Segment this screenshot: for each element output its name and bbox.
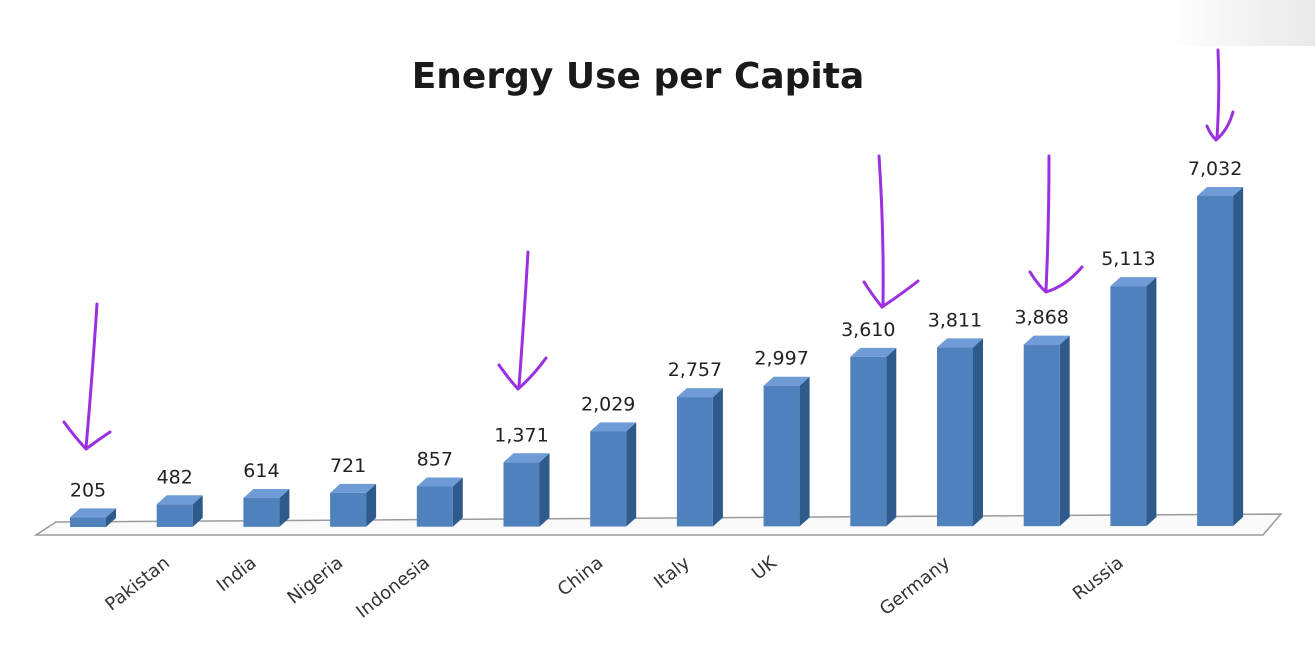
bar-front [937,347,973,527]
bar-front [243,498,280,527]
category-label: China [554,552,607,600]
data-label: 3,811 [928,309,982,331]
bar-front [330,492,367,527]
bar-side [106,508,116,527]
data-label: 205 [70,479,106,501]
bar [763,376,810,527]
bar [1023,335,1070,527]
category-label: Indonesia [352,552,434,622]
bar-side [712,388,723,527]
bar-front [70,517,106,527]
bar [676,388,723,527]
data-label: 614 [243,460,279,482]
bar-top [676,388,723,398]
category-label: Pakistan [101,552,173,615]
data-label: 857 [417,448,453,470]
bar [416,477,463,527]
annotation-arrow [862,154,920,309]
bar-top [70,508,116,518]
bar [937,338,983,527]
bar-top [763,376,810,386]
bar-top [416,477,463,487]
data-label: 3,868 [1014,307,1068,329]
bar-top [1023,335,1070,345]
annotation-arrow [497,250,548,391]
bar-front [1110,286,1147,527]
category-label: Nigeria [283,552,347,608]
bar-top [243,489,290,499]
annotation-arrow [1205,48,1235,142]
category-label: India [213,552,261,596]
bar-top [156,495,203,505]
bar-top [590,422,637,432]
bar [1197,187,1244,526]
bar [243,489,290,527]
bar-front [503,462,540,527]
bar-front [416,486,453,527]
bar-front [590,431,627,527]
bar-side [279,489,290,527]
bar-front [676,397,713,527]
chart-floor [33,513,1283,536]
data-label: 1,371 [494,424,548,446]
bar-front [156,504,193,527]
bar-top [850,347,897,357]
bar-top [1110,277,1157,287]
bar [503,453,550,527]
bar-top [937,338,983,348]
bar-side [973,338,983,527]
data-label: 2,029 [581,393,635,415]
annotation-arrow [62,302,112,451]
bar [70,508,116,527]
bars-group: 205 482 Pakistan 614 India 721 Nigeria 857 Indon… [70,158,1244,623]
bar [850,347,897,527]
bar-side [1146,277,1157,527]
bar-side [366,483,377,527]
category-label: Italy [650,552,694,593]
data-label: 482 [157,466,193,488]
bar [1110,277,1157,527]
data-label: 2,757 [668,359,722,381]
bar-side [1233,187,1244,526]
category-label: Germany [876,552,954,620]
data-label: 7,032 [1188,158,1242,180]
bar-side [539,453,550,527]
bar-side [626,422,637,527]
bar [330,483,377,527]
bar-front [850,356,887,527]
bar-side [886,347,897,527]
chart-title: Energy Use per Capita [412,56,865,97]
data-label: 3,610 [841,319,895,341]
corner-gradient [1165,0,1315,46]
bar-front [763,385,800,527]
bar [156,495,203,527]
annotations-group [62,48,1235,451]
bar-side [799,376,810,527]
annotation-arrow [1028,154,1084,294]
bar-top [1197,187,1244,196]
bar [590,422,637,527]
bar-front [1197,196,1234,526]
bar-side [1059,335,1070,527]
category-label: UK [748,552,782,585]
data-label: 5,113 [1101,248,1155,270]
bar-top [503,453,550,463]
category-label: Russia [1069,552,1128,604]
bar-side [192,495,203,527]
data-label: 2,997 [754,348,808,370]
bar-side [452,477,463,527]
data-label: 721 [330,455,366,477]
bar-top [330,483,377,493]
bar-front [1023,344,1060,527]
